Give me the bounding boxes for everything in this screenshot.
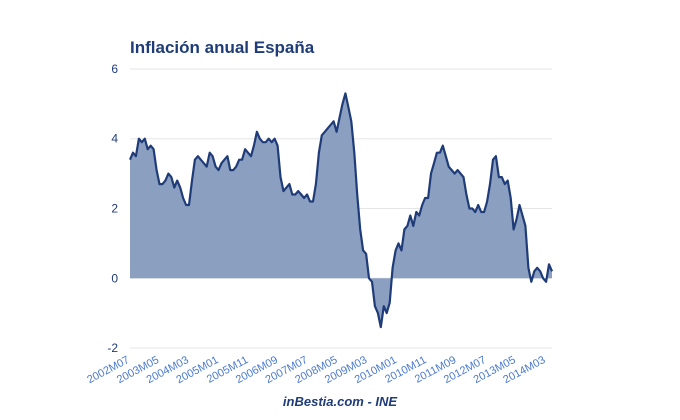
y-tick-label: 0 (111, 271, 118, 285)
y-tick-label: 2 (111, 202, 118, 216)
series-line (128, 92, 554, 329)
series-area (130, 93, 552, 328)
y-tick-label: 4 (111, 132, 118, 146)
y-tick-label: -2 (107, 341, 118, 355)
chart-title: Inflación anual España (130, 38, 315, 57)
chart-source: inBestia.com - INE (282, 394, 398, 409)
y-tick-label: 6 (111, 62, 118, 76)
